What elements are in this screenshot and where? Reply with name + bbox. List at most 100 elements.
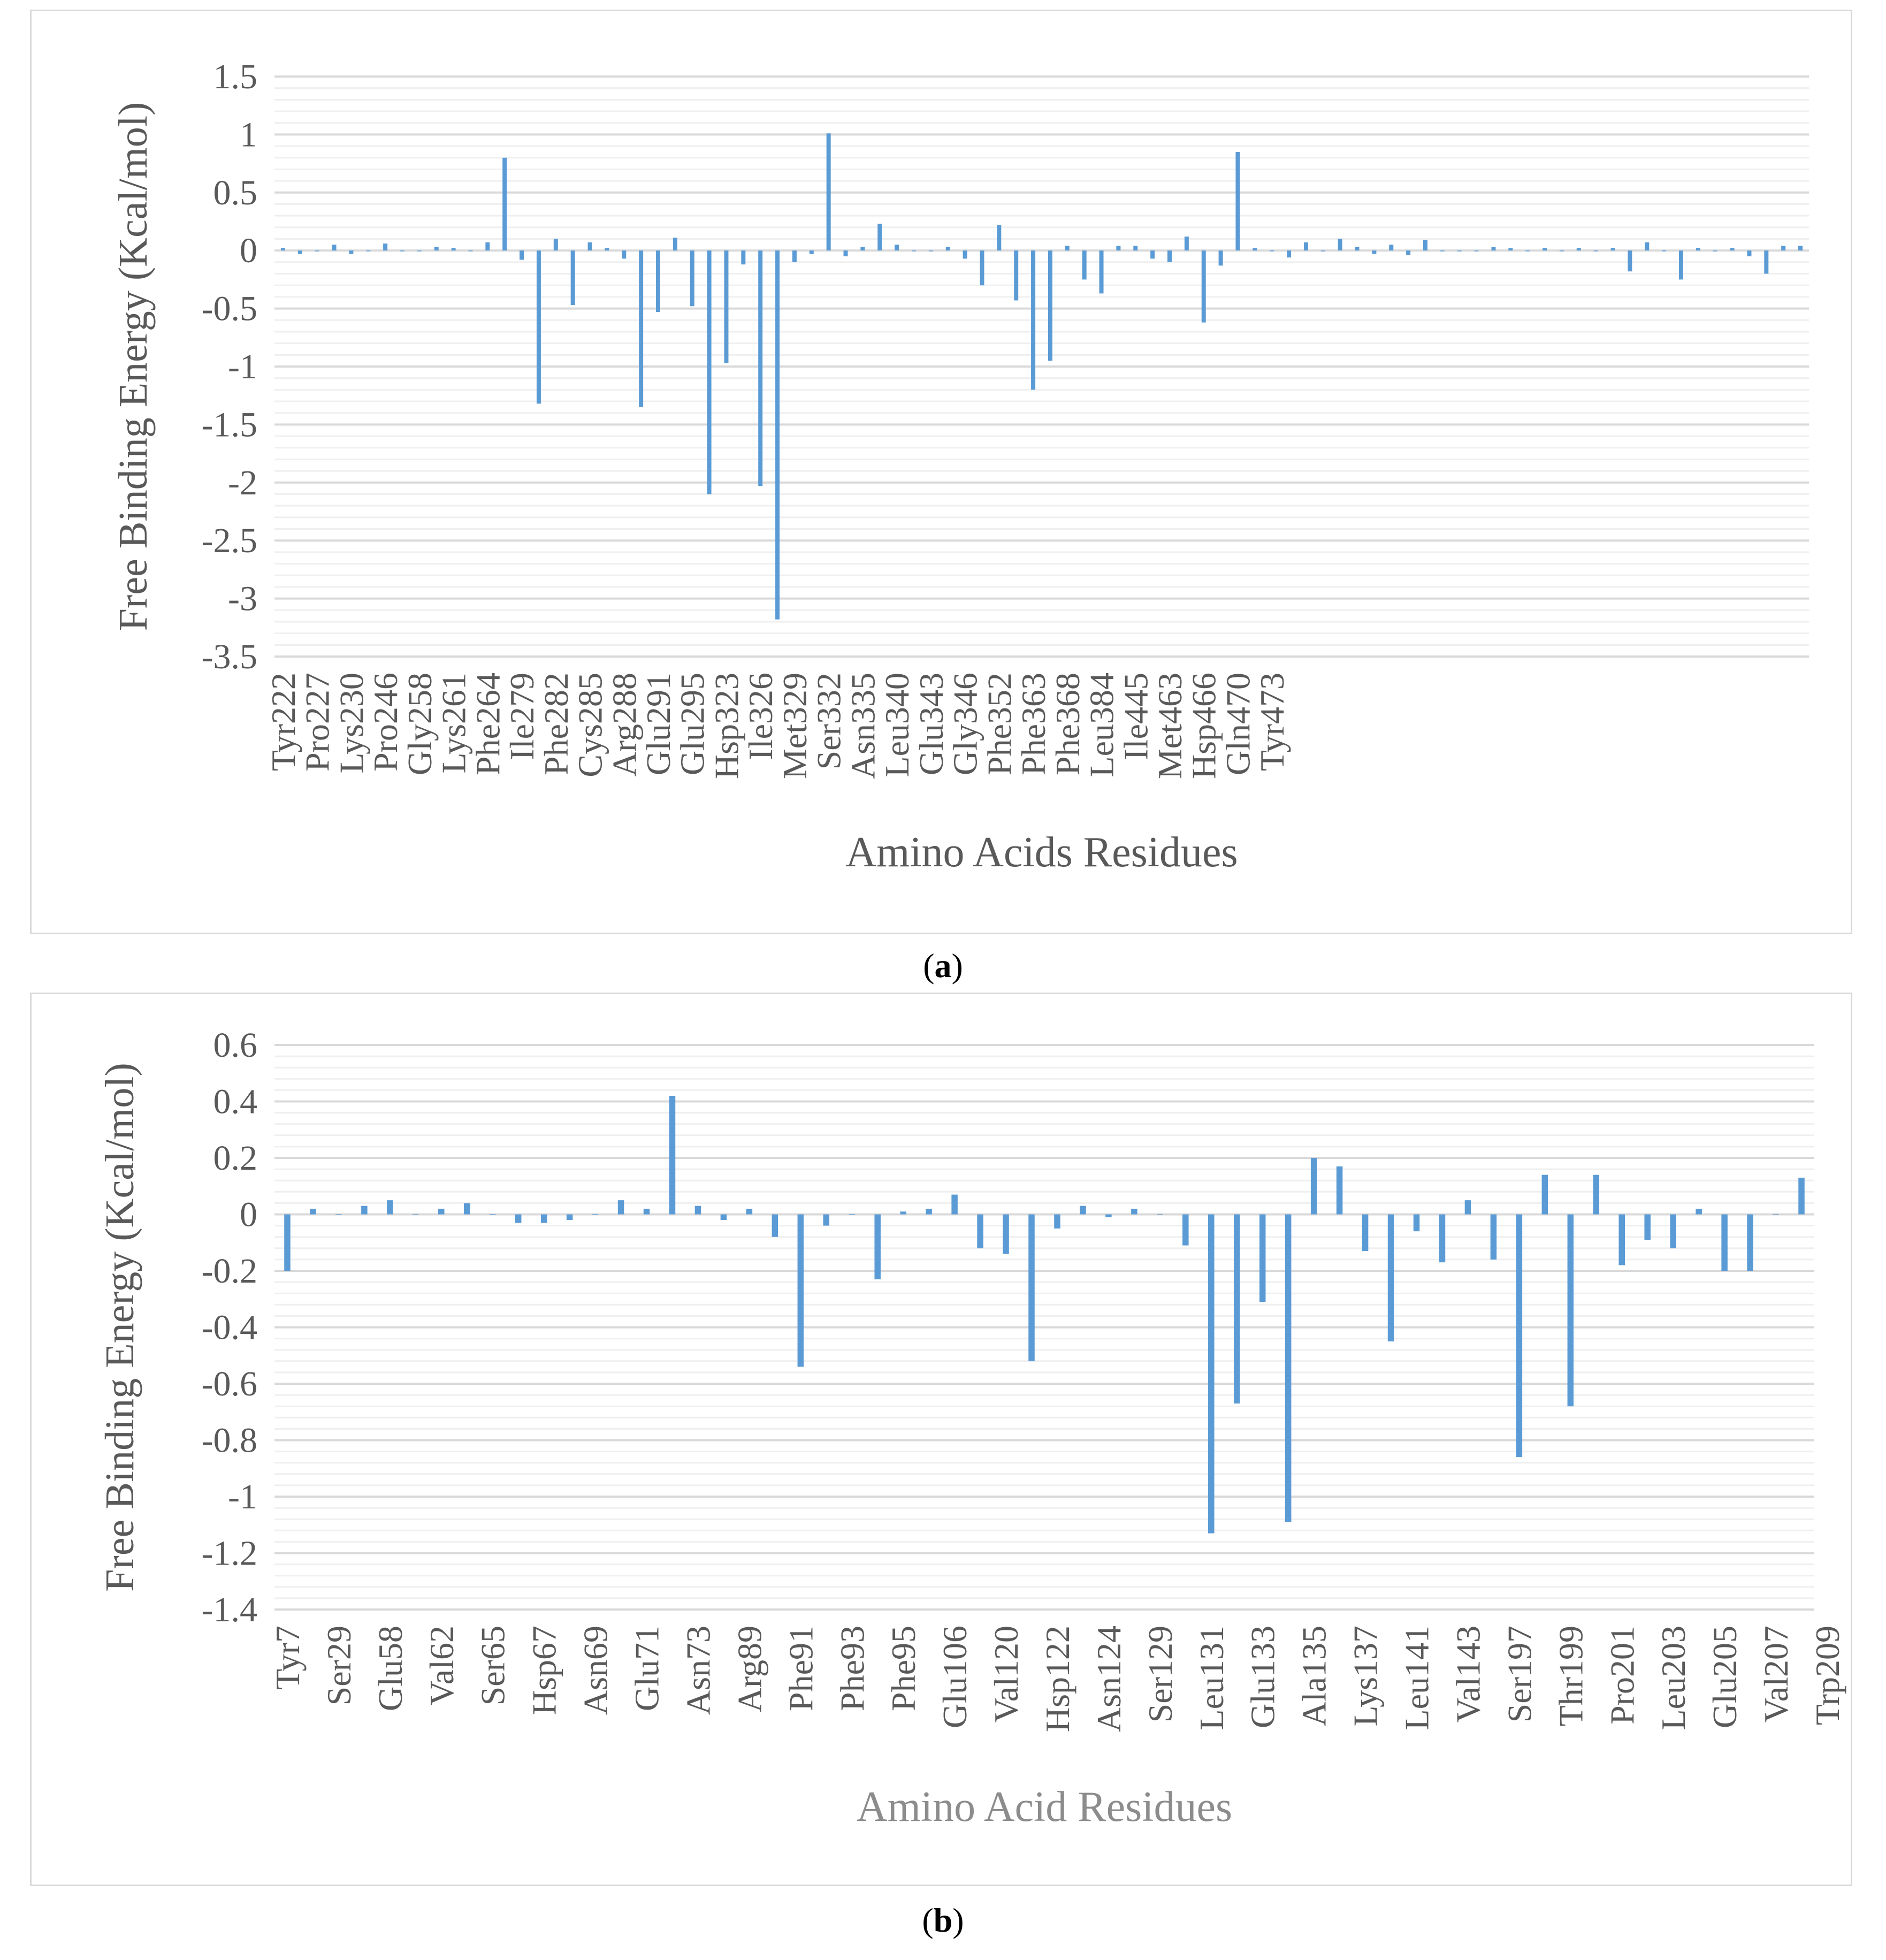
chart-b-bar — [1721, 1214, 1728, 1271]
chart-b-x-tick-label: Trp209 — [1808, 1626, 1846, 1725]
chart-b-y-tick-label: -0.2 — [202, 1252, 257, 1291]
chart-a-bar — [1338, 239, 1342, 251]
chart-b-bar — [1208, 1214, 1215, 1534]
chart-a-x-tick-label: Phe282 — [537, 673, 575, 775]
chart-a-bar — [1406, 250, 1411, 255]
chart-b-y-tick-label: -0.4 — [202, 1308, 257, 1347]
chart-b-bar — [566, 1214, 573, 1221]
chart-a-x-tick-label: Pro227 — [299, 673, 337, 772]
chart-b-bar — [1618, 1214, 1625, 1265]
caption-b: (b) — [922, 1901, 964, 1939]
chart-a-bar — [1457, 250, 1462, 251]
chart-a-bar — [536, 250, 541, 404]
chart-b-x-tick-label: Hsp67 — [525, 1626, 563, 1715]
chart-a-bar — [1184, 237, 1189, 251]
chart-b-bar — [643, 1208, 650, 1215]
chart-b-bar — [669, 1095, 676, 1215]
chart-b-bar — [1131, 1208, 1137, 1215]
chart-b-bar — [900, 1211, 906, 1215]
chart-a-bar — [1167, 250, 1172, 262]
chart-b-bar — [746, 1208, 753, 1215]
chart-b-bar — [387, 1200, 393, 1215]
chart-a-bar — [1576, 248, 1581, 251]
chart-b-bar — [284, 1214, 291, 1271]
chart-a-bar — [1508, 248, 1513, 251]
chart-a-bar — [1235, 151, 1240, 251]
chart-b-bar — [1028, 1214, 1035, 1361]
chart-a-y-tick-label: 1.5 — [213, 57, 258, 96]
chart-a-bar — [1270, 250, 1274, 251]
chart-a-x-tick-label: Lys230 — [332, 673, 370, 773]
chart-a-bar — [758, 250, 763, 486]
chart-a-bar — [1610, 248, 1615, 251]
chart-a-bar — [724, 250, 729, 363]
chart-a-bar — [809, 250, 814, 254]
chart-b-x-tick-label: Glu133 — [1244, 1626, 1282, 1728]
chart-b-x-tick-label: Tyr7 — [269, 1626, 307, 1690]
chart-b-x-tick-label: Asn69 — [577, 1626, 615, 1715]
chart-a-bar — [349, 250, 354, 254]
chart-a-x-tick-label: Asn335 — [844, 673, 882, 779]
chart-b-bar — [1336, 1166, 1343, 1215]
chart-a-bar — [639, 250, 644, 407]
chart-b-bar — [1464, 1200, 1471, 1215]
chart-a-bar — [366, 250, 371, 251]
chart-a-bar — [485, 242, 490, 251]
chart-b-bar — [489, 1214, 496, 1215]
chart-a-bar — [1543, 248, 1547, 251]
chart-a-bar — [1645, 242, 1650, 251]
chart-a-bar — [383, 243, 388, 251]
chart-a-bar — [1423, 240, 1427, 251]
chart-a-bar — [332, 245, 337, 251]
chart-a-x-tick-label: Ile279 — [503, 673, 541, 760]
chart-a-x-tick-label: Cys285 — [571, 673, 609, 777]
chart-a-bar — [1713, 250, 1717, 251]
chart-a-x-tick-label: Glu291 — [639, 673, 677, 775]
chart-a-bar — [826, 133, 831, 251]
bar-chart-a: 1.510.50-0.5-1-1.5-2-2.5-3-3.5Tyr222Pro2… — [111, 57, 1809, 876]
chart-a-bar — [1116, 246, 1121, 251]
chart-a-bar — [502, 157, 507, 251]
chart-b-y-tick-label: 0.2 — [213, 1139, 258, 1178]
chart-b-bar — [1182, 1214, 1189, 1246]
chart-a-bar — [860, 247, 865, 251]
chart-a-x-tick-label: Ile445 — [1117, 673, 1155, 760]
chart-a-bar — [1201, 250, 1206, 323]
chart-a-y-tick-label: -2.5 — [202, 521, 257, 560]
chart-b-x-tick-label: Thr199 — [1552, 1626, 1590, 1726]
chart-b-bar — [951, 1194, 958, 1215]
chart-a-y-tick-label: 0 — [240, 231, 257, 270]
chart-b-bar — [463, 1203, 470, 1215]
chart-b-y-tick-label: -1.2 — [202, 1534, 257, 1573]
chart-a-bar — [895, 245, 899, 251]
chart-a-bar — [1031, 250, 1036, 390]
chart-b-bar — [515, 1214, 522, 1223]
chart-b-bar — [361, 1206, 368, 1215]
chart-a-bar — [1662, 250, 1667, 251]
chart-a-bar — [997, 225, 1002, 251]
chart-a-bar — [1048, 250, 1052, 361]
chart-a-bar — [520, 250, 524, 260]
chart-a-x-tick-label: Glu343 — [912, 673, 950, 775]
chart-a-bar — [1287, 250, 1292, 258]
chart-a-bar — [656, 250, 660, 312]
chart-b-x-tick-label: Leu203 — [1654, 1626, 1692, 1730]
chart-b-bar — [1490, 1214, 1497, 1260]
chart-a-bar — [707, 250, 712, 494]
chart-b-x-tick-label: Pro201 — [1603, 1626, 1641, 1725]
chart-b-x-tick-label: Glu58 — [371, 1626, 409, 1711]
chart-b-x-tick-label: Ser129 — [1141, 1626, 1179, 1722]
chart-b-bar — [310, 1208, 316, 1215]
chart-b-bar — [1670, 1214, 1676, 1248]
chart-a-y-tick-label: -2 — [228, 463, 257, 502]
chart-b-x-tick-label: Ser65 — [474, 1626, 512, 1705]
caption-b-label: b — [933, 1901, 953, 1939]
bar-chart-b: 0.6 0.4 0.2 0 -0.2 -0.4 -0.6 -0.8 -1 -1.2 -1.4 Tyr7… — [97, 1026, 1846, 1831]
chart-b-y-tick-label: -1 — [228, 1477, 257, 1516]
chart-b-x-tick-label: Val120 — [987, 1626, 1025, 1722]
chart-b-x-tick-label: Lys137 — [1347, 1626, 1385, 1726]
chart-a-bar — [1253, 248, 1257, 251]
chart-b-y-axis-title: Free Binding Energy (Kcal/mol) — [97, 1063, 142, 1591]
chart-a-bar — [1065, 246, 1070, 251]
chart-b-bar — [1362, 1214, 1369, 1252]
